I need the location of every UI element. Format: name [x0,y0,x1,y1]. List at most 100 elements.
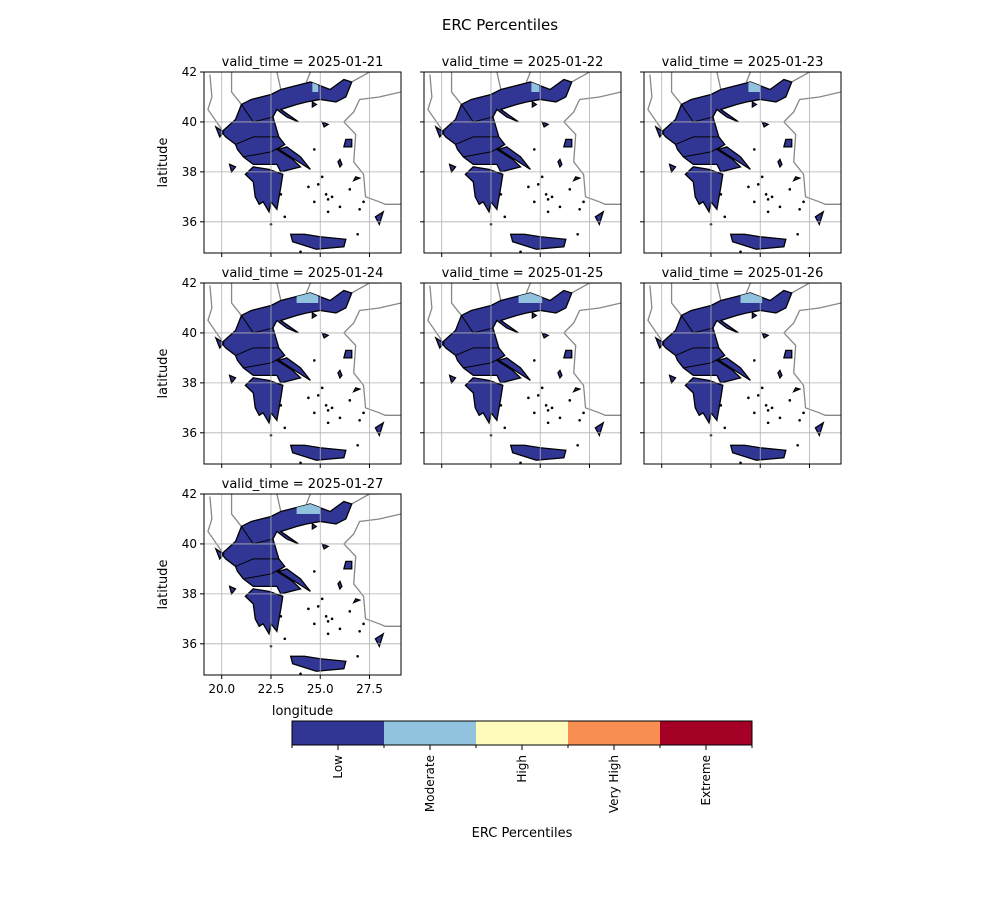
region-low [289,444,347,461]
island [499,193,503,196]
island [326,632,330,636]
region-moderate [312,79,319,92]
country-border [207,496,223,552]
region-border [455,347,499,356]
panel-frame [423,282,622,465]
island [766,409,770,412]
island [279,615,283,618]
map-panel: valid_time = 2025-01-23 [640,55,842,257]
country-border [571,72,600,83]
island [299,250,302,253]
region-low [289,655,347,672]
region-low [814,421,825,437]
island [326,198,330,201]
island [540,386,544,390]
region-low [343,560,353,570]
country-border [305,283,311,294]
country-border [716,283,722,301]
country-border [427,74,443,130]
colorbar-swatch [384,721,476,745]
region-low [751,311,758,320]
country-border [207,74,223,130]
island [582,411,585,415]
island [788,188,792,191]
island [499,404,503,407]
region-low [497,146,531,170]
island [519,250,522,253]
island [723,426,727,430]
colorbar-swatch [660,721,752,745]
y-axis-label: latitude [156,560,171,610]
island [766,198,770,201]
country-border [562,302,621,416]
island [348,399,352,402]
region-low [792,176,802,182]
region-low [464,377,504,425]
island [358,419,361,422]
island [313,200,316,204]
island [753,411,756,415]
region-low [660,289,793,384]
island [802,200,805,204]
panel-frame [423,71,622,254]
island [279,193,283,196]
island [362,622,365,626]
region-moderate [748,79,761,92]
country-border [351,494,380,505]
island [770,195,774,199]
region-low [729,444,787,461]
country-border [647,74,663,130]
island [356,654,359,658]
region-low [289,233,347,250]
region-low [440,78,573,173]
region-border [235,558,279,567]
country-border [305,72,311,83]
island [320,386,324,390]
panel-frame [203,282,402,465]
island [348,610,352,613]
island [719,404,723,407]
colorbar-tick-label: Extreme [699,755,713,806]
island [299,672,302,675]
region-low [343,138,353,148]
island [546,421,550,425]
colorbar-tick-label: Very High [607,755,621,813]
island [283,637,287,641]
region-low [321,120,330,128]
island [536,394,540,397]
island [723,215,727,219]
region-low [777,369,783,380]
y-tick-label: 42 [182,276,197,290]
island [766,421,770,425]
panel-title: valid_time = 2025-01-26 [662,266,824,281]
y-tick-label: 38 [182,587,197,601]
y-tick-label: 38 [182,376,197,390]
colorbar-swatch [476,721,568,745]
region-low [717,357,751,381]
island [536,183,540,186]
map-panel: valid_time = 2025-01-25 [420,266,622,468]
region-low [572,176,582,182]
country-border [670,283,682,316]
panel-title: valid_time = 2025-01-24 [222,266,384,281]
region-low [563,138,573,148]
region-low [668,163,677,174]
colorbar-tick-label: Moderate [423,755,437,812]
y-tick-label: 36 [182,637,197,651]
island [283,215,287,219]
island [802,411,805,415]
island [568,188,572,191]
country-border [427,285,443,341]
region-low [531,311,538,320]
island [330,406,334,410]
island [719,193,723,196]
panel-title: valid_time = 2025-01-22 [442,55,604,70]
region-low [228,374,237,385]
island [764,193,768,196]
y-tick-label: 42 [182,487,197,501]
island [770,406,774,410]
region-low [228,585,237,596]
region-low [352,176,362,182]
region-low [557,158,563,169]
